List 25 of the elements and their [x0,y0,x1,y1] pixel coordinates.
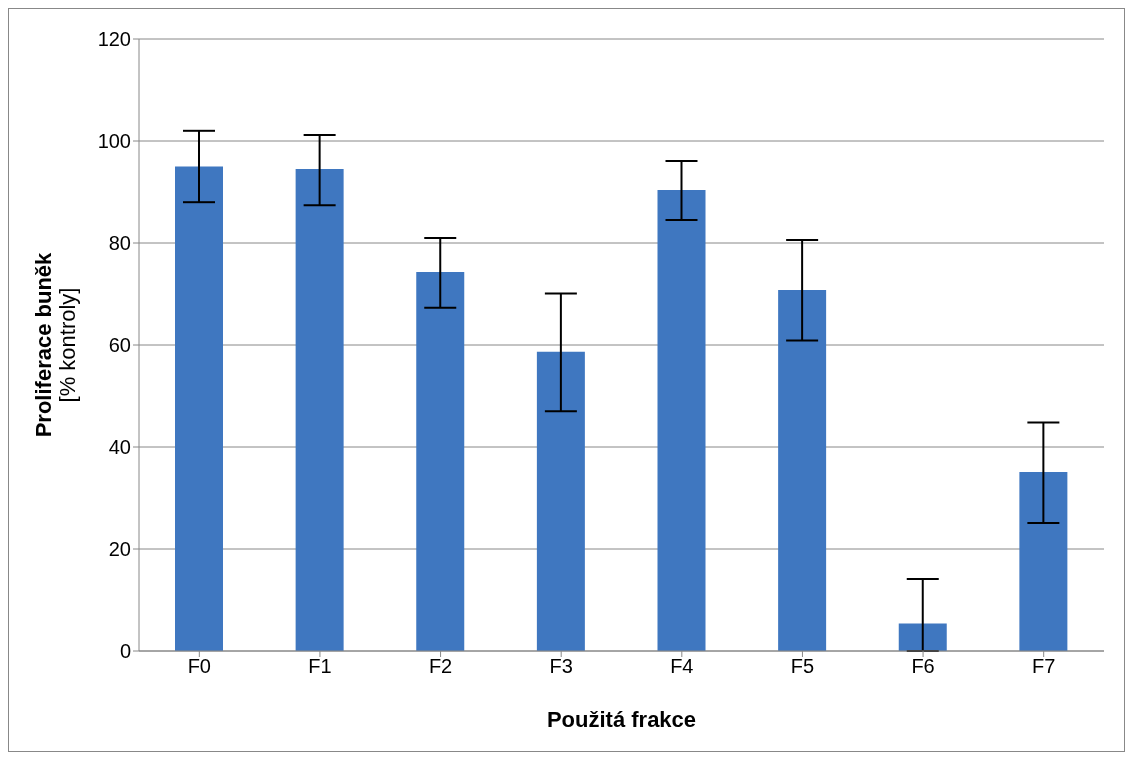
x-tick-label: F3 [549,655,573,678]
x-tick-label: F6 [911,655,935,678]
bar [416,272,465,651]
bar [898,623,947,651]
y-tick-label: 0 [119,640,131,663]
y-tick-label: 120 [97,28,131,51]
x-tick-label: F2 [428,655,453,678]
bar [657,189,706,651]
bar [536,351,585,651]
x-tick-label: F4 [670,655,694,678]
y-tick-label: 100 [97,130,131,153]
x-tick-label: F7 [1032,655,1056,678]
x-tick-label: F5 [790,655,815,678]
bar [175,166,223,651]
y-tick-label: 80 [108,232,131,255]
y-tick-label: 40 [108,436,131,459]
y-tick-label: 60 [108,334,131,357]
x-axis-title: Použitá frakce [546,707,697,732]
x-tick-label: F1 [308,655,332,678]
bar [1019,471,1068,651]
x-tick-label: F0 [187,655,211,678]
y-tick-label: 20 [108,538,131,561]
bar [778,289,827,651]
y-axis-title: Proliferace buněk [% kontroly] [31,251,80,438]
bar [295,169,344,651]
